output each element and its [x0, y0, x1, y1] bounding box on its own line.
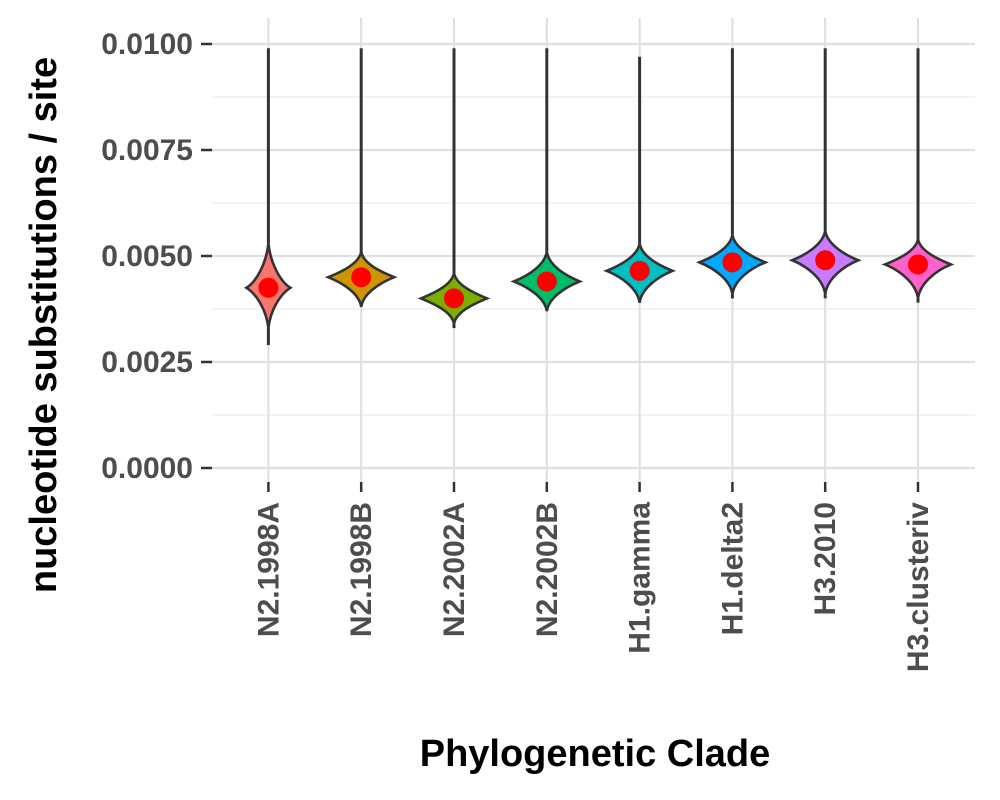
x-axis: N2.1998A N2.1998B N2.2002A N2.2002B H1.gamma…: [252, 482, 935, 672]
x-tick-label: N2.2002A: [438, 502, 471, 637]
x-tick-label: N2.1998B: [345, 502, 378, 637]
mean-point: [722, 252, 743, 273]
y-tick-label: 0.0000: [101, 452, 193, 485]
mean-point: [258, 277, 279, 298]
mean-point: [629, 260, 650, 281]
violin-N2.1998A: [243, 48, 293, 346]
y-tick-label: 0.0100: [101, 28, 193, 61]
y-tick-label: 0.0075: [101, 134, 193, 167]
violin-H3.clusteriv: [881, 48, 955, 303]
violin-N2.2002A: [417, 48, 491, 329]
violin-N2.2002B: [510, 48, 584, 312]
mean-point: [908, 254, 928, 275]
x-tick-label: H3.clusteriv: [902, 502, 935, 672]
grid: [212, 18, 975, 482]
y-tick-label: 0.0025: [101, 346, 193, 379]
violins: [243, 48, 955, 346]
y-axis: 0.0000 0.0025 0.0050 0.0075 0.0100: [101, 28, 212, 485]
x-tick-label: H1.gamma: [624, 502, 657, 654]
x-tick-label: H3.2010: [809, 502, 842, 615]
violin-H1.delta2: [695, 48, 769, 299]
mean-point: [351, 267, 372, 288]
mean-point: [536, 271, 557, 292]
x-axis-title: Phylogenetic Clade: [420, 733, 771, 775]
x-tick-label: N2.2002B: [531, 502, 564, 637]
mean-point: [444, 288, 464, 309]
violin-H1.gamma: [603, 56, 677, 303]
x-tick-label: N2.1998A: [252, 502, 285, 637]
violin-N2.1998B: [324, 48, 398, 308]
mean-point: [815, 250, 836, 271]
y-tick-label: 0.0050: [101, 240, 193, 273]
x-tick-label: H1.delta2: [716, 502, 749, 635]
violin-H3.2010: [788, 48, 862, 299]
y-axis-title: nucleotide substitutions / site: [23, 57, 65, 593]
